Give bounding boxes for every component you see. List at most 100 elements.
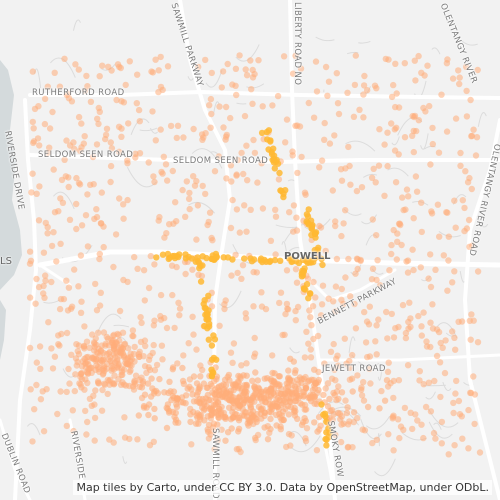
incident-point bbox=[278, 417, 285, 424]
incident-point bbox=[243, 228, 250, 235]
incident-point bbox=[314, 332, 322, 340]
incident-point bbox=[208, 406, 215, 413]
incident-point bbox=[264, 436, 272, 443]
incident-point bbox=[409, 425, 416, 433]
incident-point bbox=[64, 307, 72, 314]
incident-point bbox=[371, 82, 379, 89]
incident-point bbox=[29, 170, 36, 177]
incident-point bbox=[294, 415, 301, 422]
incident-point bbox=[286, 209, 293, 216]
incident-point bbox=[318, 401, 325, 408]
incident-point bbox=[216, 322, 223, 329]
incident-point bbox=[375, 162, 383, 169]
incident-point bbox=[418, 199, 425, 206]
incident-point bbox=[125, 120, 132, 127]
incident-point bbox=[29, 68, 36, 75]
incident-point bbox=[388, 120, 395, 127]
incident-point bbox=[452, 346, 459, 353]
incident-point bbox=[464, 179, 472, 186]
incident-point bbox=[223, 175, 230, 182]
incident-point bbox=[263, 258, 270, 265]
incident-point bbox=[417, 264, 424, 271]
incident-point bbox=[342, 274, 349, 281]
incident-point bbox=[73, 225, 80, 233]
minor-road bbox=[213, 101, 220, 113]
incident-point bbox=[173, 134, 180, 142]
incident-point bbox=[282, 310, 289, 318]
incident-point bbox=[467, 96, 474, 104]
incident-point bbox=[311, 366, 318, 373]
incident-point bbox=[470, 126, 477, 133]
minor-road bbox=[428, 421, 453, 439]
incident-point bbox=[150, 173, 157, 180]
incident-point bbox=[248, 258, 256, 265]
incident-point bbox=[73, 200, 80, 208]
incident-point bbox=[267, 137, 274, 144]
incident-point bbox=[306, 377, 313, 384]
incident-point bbox=[465, 445, 472, 452]
incident-point bbox=[194, 389, 202, 396]
incident-point bbox=[75, 66, 83, 73]
incident-point bbox=[283, 267, 291, 274]
incident-point bbox=[215, 153, 223, 160]
incident-point bbox=[171, 413, 178, 420]
incident-point bbox=[373, 276, 380, 284]
incident-point bbox=[173, 263, 180, 271]
incident-point bbox=[265, 127, 273, 134]
incident-point bbox=[41, 120, 49, 128]
incident-point bbox=[438, 418, 446, 426]
incident-point bbox=[63, 277, 70, 284]
incident-point bbox=[273, 411, 280, 419]
incident-point bbox=[313, 88, 321, 95]
incident-point bbox=[227, 224, 235, 232]
incident-point bbox=[271, 256, 279, 264]
incident-point bbox=[295, 259, 303, 267]
incident-point bbox=[103, 360, 111, 368]
incident-point bbox=[304, 213, 312, 220]
incident-point bbox=[77, 309, 85, 316]
incident-point bbox=[228, 178, 235, 185]
incident-point bbox=[68, 98, 76, 105]
minor-road bbox=[72, 19, 81, 31]
incident-point bbox=[472, 152, 480, 159]
incident-point bbox=[259, 205, 267, 212]
incident-point bbox=[229, 256, 236, 263]
incident-point bbox=[227, 387, 235, 394]
incident-point bbox=[319, 261, 326, 269]
incident-point bbox=[452, 115, 460, 122]
incident-point bbox=[324, 380, 332, 387]
incident-point bbox=[289, 70, 297, 77]
incident-point bbox=[95, 120, 102, 128]
incident-point bbox=[26, 344, 34, 352]
incident-point bbox=[236, 229, 243, 236]
incident-point bbox=[114, 364, 121, 371]
incident-point bbox=[358, 386, 365, 393]
incident-point bbox=[427, 283, 435, 291]
incident-point bbox=[474, 339, 482, 346]
incident-point bbox=[394, 416, 402, 423]
incident-point bbox=[125, 345, 132, 352]
incident-point bbox=[96, 73, 103, 80]
reservoir-water-south bbox=[0, 300, 6, 360]
incident-point bbox=[46, 125, 54, 132]
minor-road bbox=[191, 148, 223, 169]
incident-point bbox=[132, 150, 139, 157]
incident-point bbox=[207, 431, 214, 438]
incident-point bbox=[209, 389, 216, 396]
incident-point bbox=[201, 304, 208, 312]
incident-point bbox=[364, 353, 371, 361]
incident-point bbox=[61, 156, 68, 163]
incident-point bbox=[241, 412, 248, 419]
incident-point bbox=[132, 372, 140, 379]
incident-point bbox=[331, 366, 338, 373]
incident-point bbox=[378, 387, 385, 395]
place-label-partial: LS bbox=[0, 256, 12, 267]
minor-road bbox=[436, 322, 458, 339]
incident-point bbox=[388, 241, 395, 249]
incident-point bbox=[410, 215, 417, 222]
incident-point bbox=[414, 417, 421, 424]
incident-point bbox=[190, 373, 198, 380]
incident-point bbox=[151, 367, 159, 374]
